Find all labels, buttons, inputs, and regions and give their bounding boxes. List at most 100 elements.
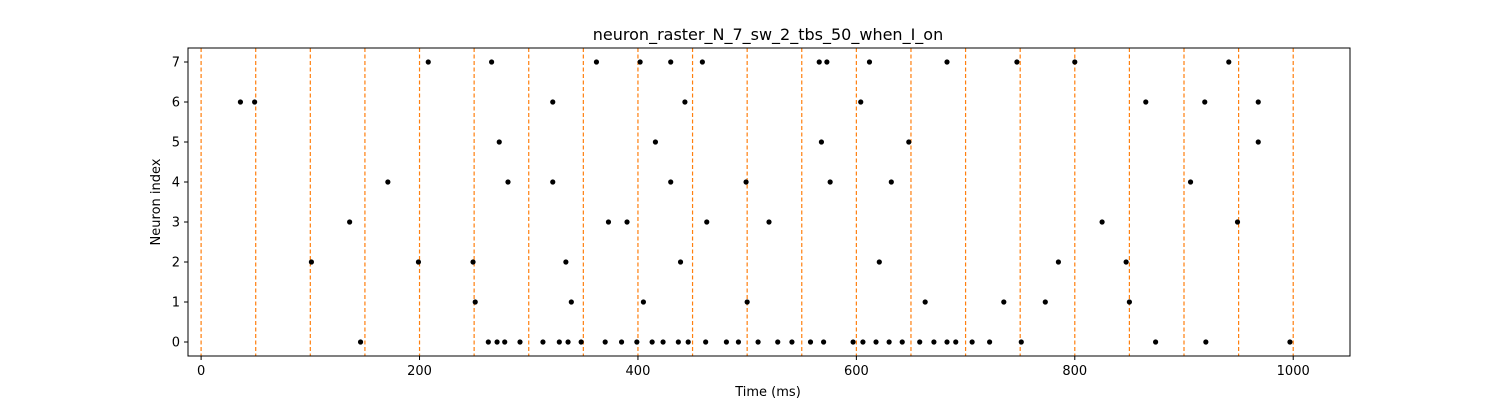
spike-n4-0 xyxy=(385,179,391,185)
spike-n3-1 xyxy=(605,219,612,225)
spike-n0-26 xyxy=(873,339,879,345)
spike-n5-1 xyxy=(652,139,659,145)
spike-n4-2 xyxy=(550,179,556,185)
x-tick-label-400: 400 xyxy=(626,364,651,379)
spike-n3-2 xyxy=(624,219,630,225)
spike-n7-8 xyxy=(866,59,873,65)
spike-n0-16 xyxy=(703,339,709,345)
spike-n0-22 xyxy=(807,339,814,345)
spike-n0-19 xyxy=(755,339,761,345)
plot-area xyxy=(200,48,1294,356)
spike-n7-1 xyxy=(489,59,495,65)
spike-n2-5 xyxy=(876,259,882,265)
spike-n4-7 xyxy=(1187,179,1194,185)
spike-n3-3 xyxy=(704,219,710,225)
spike-n1-2 xyxy=(640,299,647,305)
spike-n3-5 xyxy=(1099,219,1105,225)
plot-frame xyxy=(187,47,1351,357)
spike-n2-0 xyxy=(308,259,315,265)
y-tick-label-3: 3 xyxy=(172,216,180,231)
spike-n0-33 xyxy=(969,339,975,345)
spike-n0-37 xyxy=(1203,339,1209,345)
spike-n0-9 xyxy=(602,339,608,345)
spike-n5-3 xyxy=(906,139,912,145)
spike-n7-7 xyxy=(824,59,830,65)
spike-n0-12 xyxy=(649,339,655,345)
spike-n7-4 xyxy=(668,59,674,65)
spike-n6-0 xyxy=(237,99,244,105)
y-tick-label-6: 6 xyxy=(172,96,180,111)
spike-n3-4 xyxy=(766,219,772,225)
spike-n1-7 xyxy=(1126,299,1132,305)
spike-n0-8 xyxy=(578,339,584,345)
spike-n7-5 xyxy=(699,59,705,65)
spike-n6-1 xyxy=(252,99,258,105)
spike-n7-3 xyxy=(637,59,643,65)
spike-n6-6 xyxy=(1202,99,1208,105)
spike-n0-3 xyxy=(502,339,508,345)
y-tick-label-1: 1 xyxy=(172,296,180,311)
y-tick-label-0: 0 xyxy=(172,336,180,351)
spike-n1-0 xyxy=(472,299,478,305)
spike-n0-27 xyxy=(886,339,892,345)
spike-n2-2 xyxy=(470,259,476,265)
spike-n5-4 xyxy=(1255,139,1261,145)
spike-n7-12 xyxy=(1226,59,1232,65)
spike-n1-4 xyxy=(922,299,928,305)
spike-n0-18 xyxy=(735,339,742,345)
spike-n1-6 xyxy=(1042,299,1048,305)
spike-n0-2 xyxy=(494,339,500,345)
spike-n7-10 xyxy=(1014,59,1020,65)
x-tick-label-200: 200 xyxy=(407,364,432,379)
spike-n6-2 xyxy=(550,99,556,105)
spike-n2-4 xyxy=(677,259,684,265)
spike-n0-23 xyxy=(821,339,827,345)
spike-n5-0 xyxy=(496,139,502,145)
spike-n0-1 xyxy=(485,339,491,345)
x-tick-label-600: 600 xyxy=(844,364,869,379)
spike-n4-1 xyxy=(505,179,511,185)
spike-n6-4 xyxy=(858,99,864,105)
spike-n1-1 xyxy=(568,299,574,305)
spike-n0-28 xyxy=(899,339,905,345)
y-tick-label-4: 4 xyxy=(172,176,180,191)
spike-n0-25 xyxy=(860,339,866,345)
spike-n4-6 xyxy=(888,179,894,185)
spike-n5-2 xyxy=(818,139,825,145)
spike-n0-32 xyxy=(953,339,959,345)
y-tick-label-2: 2 xyxy=(172,256,180,271)
spike-n0-7 xyxy=(565,339,571,345)
spike-n0-5 xyxy=(540,339,546,345)
spike-n2-7 xyxy=(1123,259,1129,265)
x-tick-label-1000: 1000 xyxy=(1277,364,1310,379)
spike-n2-1 xyxy=(415,259,422,265)
chart-title: neuron_raster_N_7_sw_2_tbs_50_when_I_on xyxy=(593,25,943,45)
y-axis-label: Neuron index xyxy=(149,158,164,245)
spike-n3-6 xyxy=(1234,219,1241,225)
spike-n6-7 xyxy=(1255,99,1261,105)
spike-n0-24 xyxy=(850,339,856,345)
spike-n0-35 xyxy=(1018,339,1024,345)
spike-n7-0 xyxy=(425,59,431,65)
spike-n0-10 xyxy=(618,339,625,345)
spike-n6-5 xyxy=(1143,99,1149,105)
spike-n0-11 xyxy=(634,339,640,345)
spike-n0-4 xyxy=(517,339,523,345)
spike-n0-15 xyxy=(685,339,691,345)
x-axis-label: Time (ms) xyxy=(734,385,801,400)
spike-n1-5 xyxy=(1001,299,1007,305)
spike-n2-3 xyxy=(563,259,569,265)
spike-n0-17 xyxy=(723,339,730,345)
spike-n4-4 xyxy=(743,179,749,185)
spike-n0-34 xyxy=(987,339,993,345)
spike-n0-20 xyxy=(775,339,781,345)
spike-n0-6 xyxy=(556,339,562,345)
spike-n7-2 xyxy=(593,59,600,65)
spike-n0-14 xyxy=(675,339,681,345)
spike-n0-36 xyxy=(1153,339,1159,345)
x-tick-label-0: 0 xyxy=(197,364,205,379)
spike-n4-5 xyxy=(827,179,833,185)
y-tick-label-5: 5 xyxy=(172,136,180,151)
spike-n4-3 xyxy=(668,179,674,185)
